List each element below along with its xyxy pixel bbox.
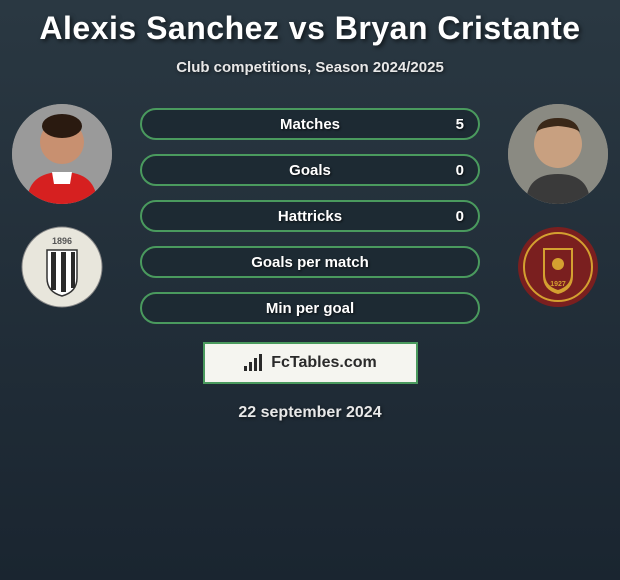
bars-icon [243, 354, 265, 372]
page-title: Alexis Sanchez vs Bryan Cristante [39, 10, 580, 47]
svg-text:1927: 1927 [550, 281, 566, 288]
stat-row-goals: Goals 0 [140, 154, 480, 186]
stat-value-right: 0 [456, 162, 464, 179]
stat-row-hattricks: Hattricks 0 [140, 200, 480, 232]
stat-label: Min per goal [266, 300, 354, 317]
player-right-avatar [508, 104, 608, 204]
stat-row-gpm: Goals per match [140, 246, 480, 278]
brand-box: FcTables.com [203, 342, 418, 384]
player-left-icon [12, 104, 112, 204]
player-right-icon [508, 104, 608, 204]
subtitle: Club competitions, Season 2024/2025 [176, 59, 444, 76]
stat-value-right: 5 [456, 116, 464, 133]
svg-text:1896: 1896 [52, 236, 72, 246]
stat-value-right: 0 [456, 208, 464, 225]
right-side: 1927 [508, 104, 608, 308]
stat-label: Hattricks [278, 208, 342, 225]
main-row: 1896 Matches 5 Goals 0 Hattricks 0 [0, 104, 620, 324]
date-text: 22 september 2024 [238, 404, 381, 422]
stat-row-mpg: Min per goal [140, 292, 480, 324]
stat-label: Goals [289, 162, 331, 179]
player-left-avatar [12, 104, 112, 204]
club-right-icon: 1927 [517, 226, 599, 308]
stat-label: Matches [280, 116, 340, 133]
stat-label: Goals per match [251, 254, 369, 271]
club-left-crest: 1896 [21, 226, 103, 308]
stat-row-matches: Matches 5 [140, 108, 480, 140]
left-side: 1896 [12, 104, 112, 308]
club-left-icon: 1896 [21, 226, 103, 308]
brand-text: FcTables.com [271, 354, 377, 372]
infographic-container: Alexis Sanchez vs Bryan Cristante Club c… [0, 0, 620, 422]
stats-pills: Matches 5 Goals 0 Hattricks 0 Goals per … [140, 104, 480, 324]
club-right-crest: 1927 [517, 226, 599, 308]
